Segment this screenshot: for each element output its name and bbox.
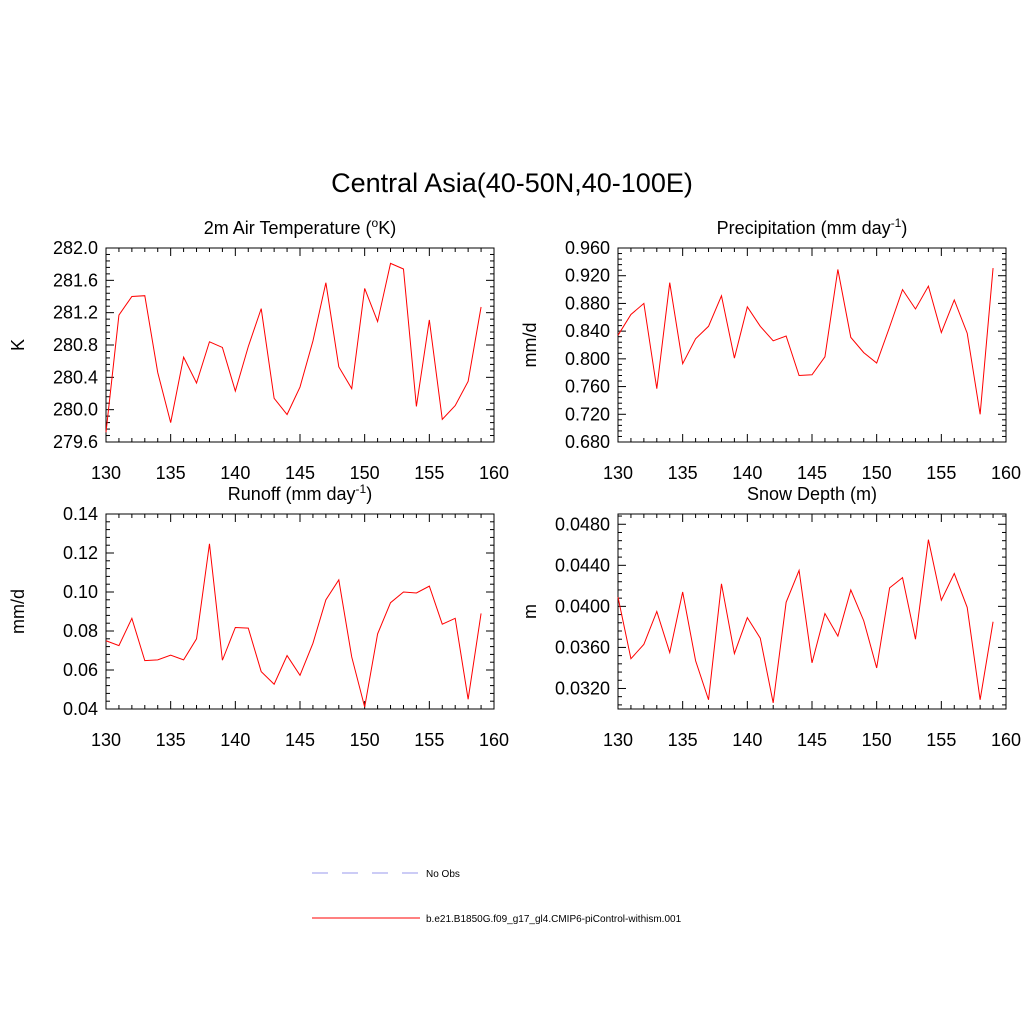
y-tick-label: 0.06 [63, 660, 98, 680]
x-tick-label: 135 [156, 730, 186, 750]
x-tick-label: 145 [797, 463, 827, 483]
y-tick-label: 0.920 [565, 266, 610, 286]
x-tick-label: 155 [926, 730, 956, 750]
x-tick-label: 135 [668, 463, 698, 483]
y-tick-label: 0.10 [63, 582, 98, 602]
y-tick-label: 279.6 [53, 432, 98, 452]
y-tick-label: 0.0480 [555, 514, 610, 534]
x-tick-label: 160 [479, 730, 509, 750]
y-tick-label: 0.720 [565, 404, 610, 424]
plot-frame [105, 247, 495, 443]
y-tick-label: 280.8 [53, 335, 98, 355]
y-tick-label: 280.0 [53, 400, 98, 420]
x-tick-label: 140 [732, 730, 762, 750]
plot-frame [617, 247, 1007, 443]
plot-frame [105, 513, 495, 710]
x-tick-label: 140 [732, 463, 762, 483]
y-tick-label: 281.2 [53, 303, 98, 323]
x-tick-label: 160 [479, 463, 509, 483]
main-title: Central Asia(40-50N,40-100E) [331, 168, 693, 198]
x-tick-label: 150 [862, 730, 892, 750]
y-tick-label: 0.880 [565, 293, 610, 313]
y-tick-label: 0.800 [565, 349, 610, 369]
y-tick-label: 0.760 [565, 377, 610, 397]
y-tick-label: 0.680 [565, 432, 610, 452]
y-tick-label: 0.04 [63, 699, 98, 719]
legend-label-model: b.e21.B1850G.f09_g17_gl4.CMIP6-piControl… [426, 914, 682, 925]
y-tick-label: 0.960 [565, 238, 610, 258]
x-tick-label: 140 [220, 730, 250, 750]
y-tick-label: 0.0360 [555, 637, 610, 657]
x-tick-label: 145 [285, 730, 315, 750]
series-line-temperature [105, 262, 482, 433]
x-tick-label: 150 [862, 463, 892, 483]
x-tick-label: 130 [91, 463, 121, 483]
panel-precipitation: Precipitation (mm day-1) mm/d 130 135 140 145… [520, 216, 1021, 483]
y-tick-label: 0.840 [565, 321, 610, 341]
legend: No Obs b.e21.B1850G.f09_g17_gl4.CMIP6-pi… [312, 869, 682, 925]
panel-title: 2m Air Temperature (oK) [204, 216, 396, 238]
x-tick-label: 160 [991, 463, 1021, 483]
x-tick-label: 130 [603, 463, 633, 483]
y-tick-label: 0.0440 [555, 555, 610, 575]
panel-snow-depth: Snow Depth (m) m 130 135 140 145 150 155 160 0.03… [520, 484, 1021, 750]
y-tick-label: 0.12 [63, 543, 98, 563]
y-tick-label: 0.0400 [555, 596, 610, 616]
x-tick-label: 135 [156, 463, 186, 483]
series-line-precipitation [617, 268, 994, 415]
x-tick-label: 135 [668, 730, 698, 750]
x-tick-label: 160 [991, 730, 1021, 750]
y-tick-label: 281.6 [53, 270, 98, 290]
panel-title: Snow Depth (m) [747, 484, 877, 504]
x-tick-label: 130 [91, 730, 121, 750]
x-tick-label: 140 [220, 463, 250, 483]
y-axis-label: mm/d [520, 323, 540, 368]
y-tick-label: 0.0320 [555, 678, 610, 698]
legend-label-no-obs: No Obs [426, 869, 460, 880]
x-tick-label: 155 [414, 463, 444, 483]
x-tick-label: 150 [350, 730, 380, 750]
panel-title: Runoff (mm day-1) [228, 482, 372, 504]
x-tick-label: 145 [797, 730, 827, 750]
x-tick-label: 145 [285, 463, 315, 483]
panel-temperature: 2m Air Temperature (oK) K 130 135 140 145 150 1… [8, 216, 509, 483]
series-line-snow-depth [617, 539, 994, 703]
y-tick-label: 0.08 [63, 621, 98, 641]
panel-runoff: Runoff (mm day-1) mm/d 130 135 140 145 150 155 1… [8, 482, 509, 750]
x-tick-label: 130 [603, 730, 633, 750]
y-tick-label: 280.4 [53, 367, 98, 387]
y-tick-label: 0.14 [63, 504, 98, 524]
y-axis-label: m [520, 604, 540, 619]
y-tick-label: 282.0 [53, 238, 98, 258]
panel-title: Precipitation (mm day-1) [717, 216, 908, 238]
x-tick-label: 155 [926, 463, 956, 483]
x-tick-label: 155 [414, 730, 444, 750]
x-tick-label: 150 [350, 463, 380, 483]
plot-frame [617, 513, 1007, 710]
series-line-runoff [105, 543, 482, 708]
y-axis-label: K [8, 339, 28, 351]
y-axis-label: mm/d [8, 589, 28, 634]
